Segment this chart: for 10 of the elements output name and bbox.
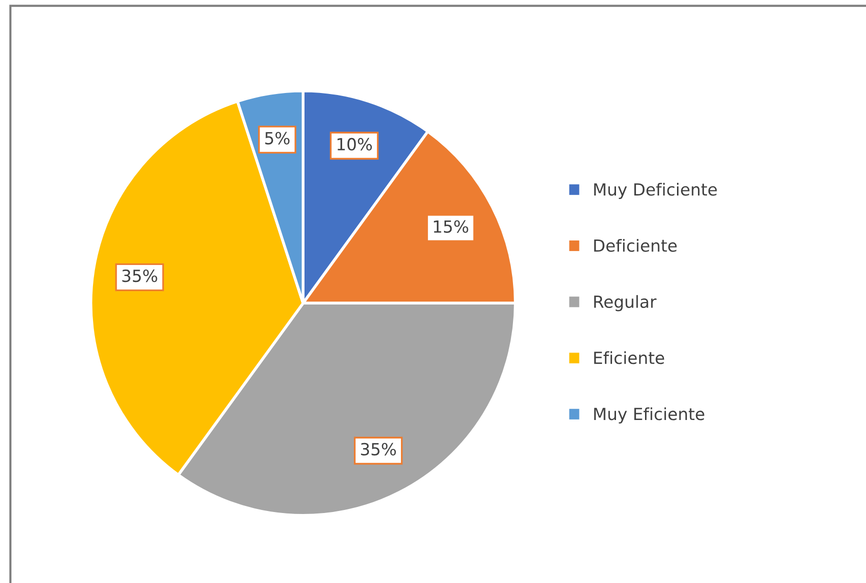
data-label: 15% (434, 220, 468, 233)
legend-label: Muy Deficiente (594, 182, 717, 199)
data-label: 10% (338, 138, 372, 151)
legend-label: Eficiente (594, 351, 664, 364)
legend-label: Muy Eficiente (594, 407, 704, 424)
legend-label: Regular (594, 295, 656, 312)
data-label: 35% (361, 442, 396, 456)
data-label: 5% (265, 132, 290, 144)
data-label: 35% (122, 269, 158, 282)
legend-label: Deficiente (594, 238, 677, 252)
